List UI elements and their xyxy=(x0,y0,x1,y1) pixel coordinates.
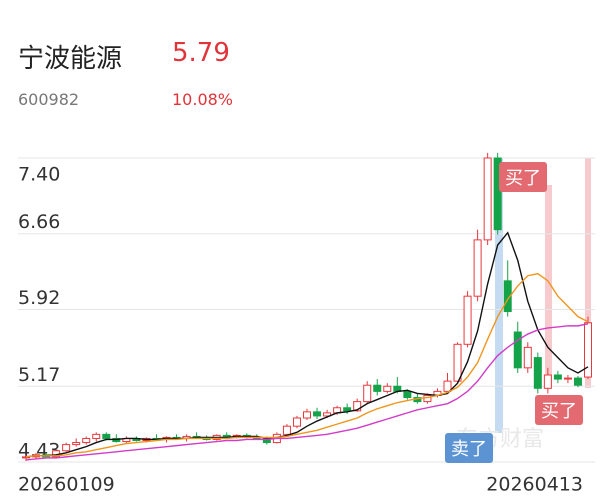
candle-body xyxy=(62,444,71,452)
candle-body xyxy=(453,343,462,382)
candle-body xyxy=(363,384,372,403)
buy-tag: 买了 xyxy=(499,162,547,192)
candle-body xyxy=(463,295,472,345)
candle-body xyxy=(373,384,382,392)
candle-body xyxy=(292,417,301,427)
candle-body xyxy=(222,434,231,437)
stock-change: 10.08% xyxy=(172,90,234,109)
candle-body xyxy=(473,239,482,297)
candle-body xyxy=(323,412,332,417)
candle-body xyxy=(403,390,412,399)
moving-average-line xyxy=(25,231,589,458)
candle-body xyxy=(483,157,492,241)
candle-body xyxy=(503,280,512,313)
x-tick-label: 20260109 xyxy=(18,474,115,496)
y-tick-label: 5.92 xyxy=(18,287,60,309)
candle-body xyxy=(383,385,392,392)
signal-band xyxy=(545,185,552,385)
candle-body xyxy=(313,411,322,417)
candle-body xyxy=(303,411,311,419)
moving-average-line xyxy=(25,272,589,458)
buy-tag: 买了 xyxy=(535,395,583,425)
signal-band xyxy=(585,158,591,388)
candle-body xyxy=(513,331,522,369)
candle-body xyxy=(563,377,572,380)
candle-body xyxy=(543,374,552,389)
candle-body xyxy=(493,157,502,231)
y-tick-label: 7.40 xyxy=(18,164,60,186)
y-tick-label: 5.17 xyxy=(18,364,60,386)
candle-body xyxy=(553,374,562,380)
y-tick-label: 6.66 xyxy=(18,211,60,233)
moving-average-line xyxy=(25,323,589,461)
candle-body xyxy=(353,401,362,412)
candle-body xyxy=(102,433,111,439)
stock-code: 600982 xyxy=(18,90,80,109)
signal-band xyxy=(495,158,503,433)
stock-name: 宁波能源 xyxy=(18,44,123,74)
candle-body xyxy=(443,380,452,392)
candle-body xyxy=(72,442,81,446)
candle-body xyxy=(584,322,592,378)
candle-body xyxy=(343,407,352,412)
x-tick-label: 20260413 xyxy=(486,474,583,496)
candle-body xyxy=(533,357,542,389)
candle-body xyxy=(92,433,101,439)
candle-body xyxy=(82,437,91,444)
candle-body xyxy=(523,346,532,369)
stock-price: 5.79 xyxy=(172,38,230,68)
candle-body xyxy=(282,425,291,435)
sell-tag: 卖了 xyxy=(445,433,493,463)
candle-body xyxy=(573,377,582,386)
